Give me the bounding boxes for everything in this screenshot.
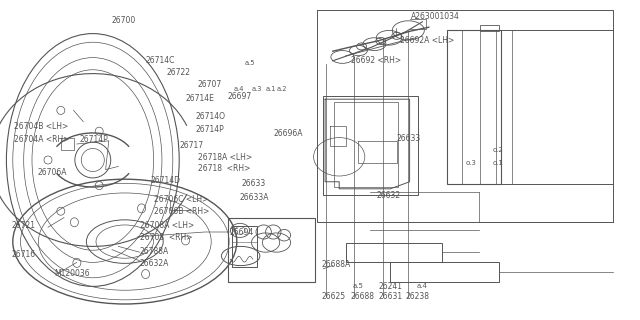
Text: M120036: M120036 xyxy=(54,269,90,278)
Text: 26241: 26241 xyxy=(378,282,403,291)
Text: 26633: 26633 xyxy=(242,179,266,188)
Text: a.5: a.5 xyxy=(353,284,364,289)
Text: 26625: 26625 xyxy=(322,292,346,301)
Text: 26632: 26632 xyxy=(376,191,401,200)
Text: 26688A: 26688A xyxy=(321,260,351,269)
Text: 26722: 26722 xyxy=(166,68,191,77)
Bar xyxy=(334,102,398,187)
Text: 26708  <RH>: 26708 <RH> xyxy=(140,233,192,242)
Text: 26707: 26707 xyxy=(197,80,221,89)
Text: 26714P: 26714P xyxy=(80,135,109,144)
Bar xyxy=(480,25,499,31)
Text: o.2: o.2 xyxy=(493,147,504,153)
Bar xyxy=(323,96,418,195)
Text: a.2: a.2 xyxy=(276,86,287,92)
Text: 26718  <RH>: 26718 <RH> xyxy=(198,164,251,173)
Text: 26706A: 26706A xyxy=(37,168,67,177)
Text: a.5: a.5 xyxy=(245,60,255,66)
Text: 26696A: 26696A xyxy=(274,129,303,138)
Bar xyxy=(390,262,499,282)
Text: 26697: 26697 xyxy=(227,92,252,101)
Text: 26632A: 26632A xyxy=(140,260,169,268)
Text: 26717: 26717 xyxy=(179,141,204,150)
Text: 26633A: 26633A xyxy=(240,193,269,202)
Text: 26716: 26716 xyxy=(12,250,36,259)
Text: o.3: o.3 xyxy=(466,160,477,165)
Text: a.4: a.4 xyxy=(234,86,244,92)
Text: 26688: 26688 xyxy=(351,292,375,301)
Text: 26714E: 26714E xyxy=(186,94,214,103)
Text: A263001034: A263001034 xyxy=(411,12,460,21)
Text: 26714C: 26714C xyxy=(146,56,175,65)
Text: 26633: 26633 xyxy=(397,134,421,143)
Text: 26704B <LH>: 26704B <LH> xyxy=(14,122,68,131)
Text: 26238: 26238 xyxy=(405,292,429,301)
Bar xyxy=(232,226,257,267)
Text: 26694: 26694 xyxy=(229,228,253,236)
Text: 26706C <LH>: 26706C <LH> xyxy=(154,195,208,204)
Text: 26714D: 26714D xyxy=(150,176,180,185)
Text: 26721: 26721 xyxy=(12,221,35,230)
Text: 26692A <LH>: 26692A <LH> xyxy=(400,36,454,45)
Text: 26700: 26700 xyxy=(112,16,136,25)
Text: a.3: a.3 xyxy=(252,86,262,92)
Text: o.1: o.1 xyxy=(493,160,504,165)
Text: a.4: a.4 xyxy=(417,284,428,289)
Text: 26714O: 26714O xyxy=(195,112,225,121)
Text: 26704A <RH>: 26704A <RH> xyxy=(14,135,70,144)
Bar xyxy=(346,243,442,262)
Text: 26708A <LH>: 26708A <LH> xyxy=(140,221,194,230)
Text: 26714P: 26714P xyxy=(195,125,224,134)
Text: a.1: a.1 xyxy=(266,86,276,92)
Text: 26788A: 26788A xyxy=(140,247,169,256)
Bar xyxy=(447,30,501,184)
Bar xyxy=(228,218,315,282)
Text: 26692 <RH>: 26692 <RH> xyxy=(351,56,401,65)
Text: 26706B <RH>: 26706B <RH> xyxy=(154,207,209,216)
Text: 26718A <LH>: 26718A <LH> xyxy=(198,153,253,162)
Text: 26631: 26631 xyxy=(379,292,403,301)
